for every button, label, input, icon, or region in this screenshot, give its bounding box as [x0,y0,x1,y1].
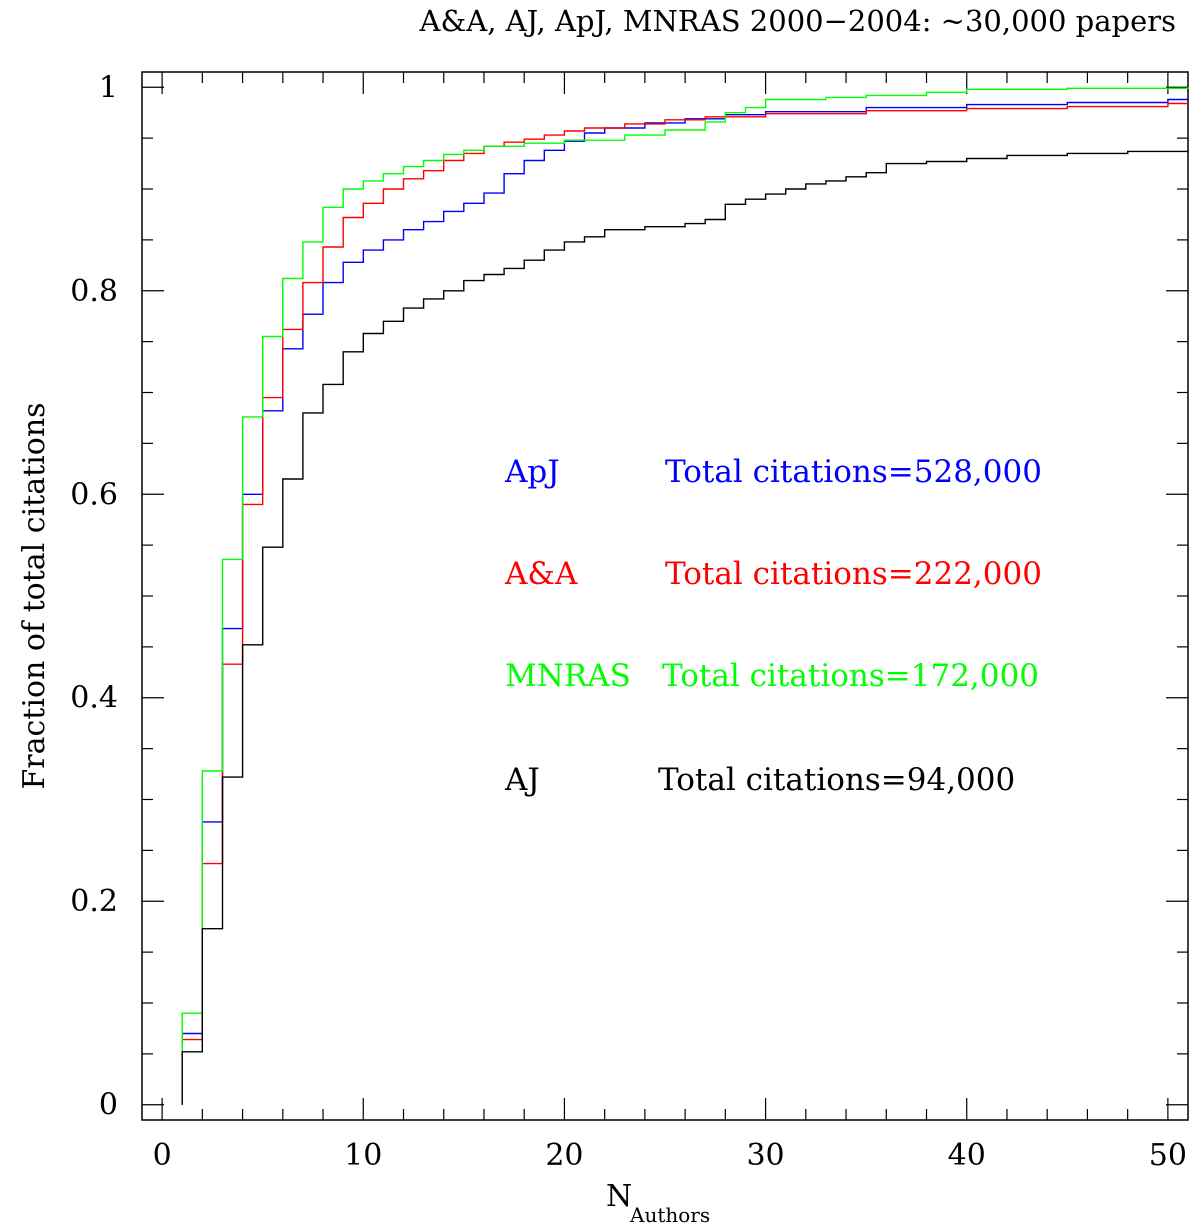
legend-name-aj: AJ [504,762,540,798]
y-tick-label: 1 [99,70,118,105]
series-line-mnras [181,87,1189,1105]
x-tick-label: 30 [746,1138,784,1173]
series-line-a-a [181,102,1188,1105]
series-line-apj [181,98,1189,1105]
legend-name-apj: ApJ [504,454,560,490]
chart-title: A&A, AJ, ApJ, MNRAS 2000−2004: ~30,000 p… [419,4,1176,38]
axis-ticks [142,72,1188,1120]
plot-frame [141,71,1189,1121]
y-tick-label: 0.6 [70,477,118,512]
series-lines [181,87,1189,1105]
y-tick-label: 0.4 [70,681,118,716]
y-tick-label: 0.2 [70,884,118,919]
y-axis-label: Fraction of total citations [17,402,52,789]
legend-total-aj: Total citations=94,000 [658,762,1015,798]
legend-total-apj: Total citations=528,000 [665,454,1042,490]
legend-total-mnras: Total citations=172,000 [662,658,1039,694]
x-axis-label-subscript: Authors [629,1203,710,1227]
x-axis-label-main: N [606,1179,632,1214]
x-tick-label: 0 [153,1138,172,1173]
x-tick-label: 40 [948,1138,986,1173]
axis-tick-labels: 0 10 20 30 40 50 0 0.2 0.4 0.6 0.8 1 [70,70,1187,1173]
x-tick-label: 50 [1149,1138,1187,1173]
legend: ApJ Total citations=528,000 A&A Total citat… [504,454,1042,798]
legend-name-mnras: MNRAS [505,658,631,694]
y-tick-label: 0.8 [70,274,118,309]
x-tick-label: 10 [344,1138,382,1173]
x-axis-label: N Authors [606,1179,710,1227]
x-tick-label: 20 [545,1138,583,1173]
legend-total-a-a: Total citations=222,000 [665,556,1042,592]
legend-name-a-a: A&A [504,556,578,592]
y-tick-label: 0 [99,1088,118,1123]
series-line-aj [181,150,1189,1105]
